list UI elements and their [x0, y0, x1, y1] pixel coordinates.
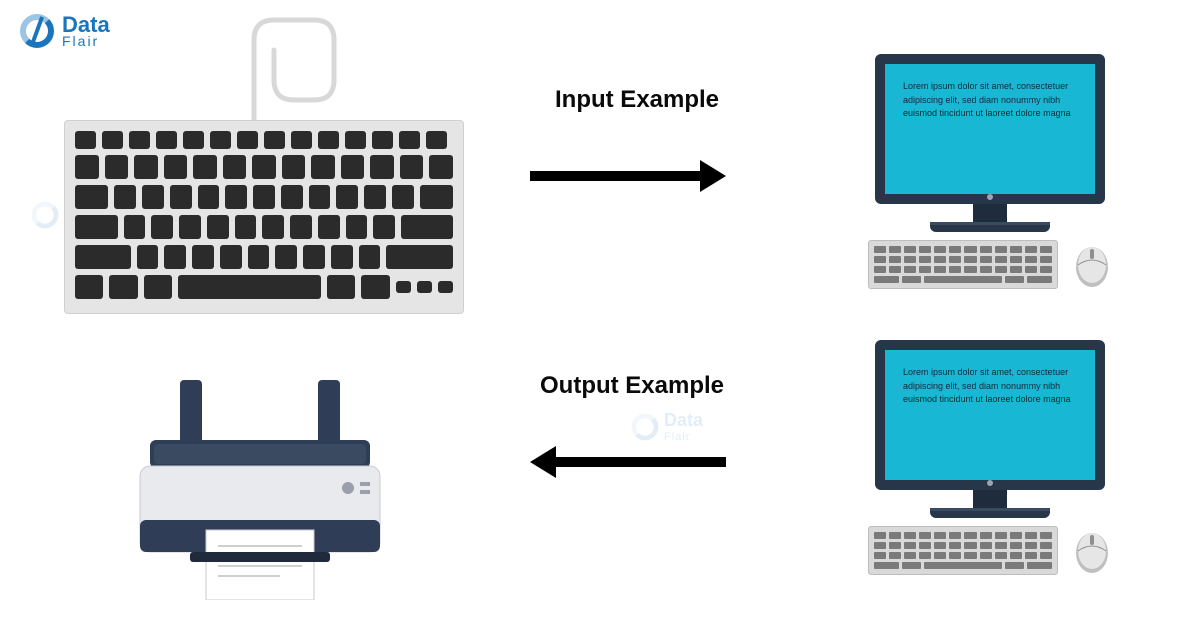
printer-icon — [110, 370, 410, 605]
keyboard-large-icon — [64, 120, 464, 314]
screen-text: Lorem ipsum dolor sit amet, consectetuer… — [885, 64, 1095, 194]
keyboard-cable-icon — [244, 10, 364, 125]
output-example-label: Output Example — [540, 372, 724, 400]
mouse-icon — [1072, 527, 1112, 575]
arrow-left-icon — [530, 446, 726, 478]
brand-logo: Data Flair — [18, 12, 110, 50]
monitor-icon: Lorem ipsum dolor sit amet, consectetuer… — [875, 340, 1105, 518]
brand-logo-text: Data Flair — [62, 14, 110, 48]
mini-keyboard-icon — [868, 240, 1058, 289]
mini-keyboard-icon — [868, 526, 1058, 575]
watermark-icon: DataFlair — [630, 410, 703, 443]
input-example-label: Input Example — [555, 86, 719, 114]
screen-text: Lorem ipsum dolor sit amet, consectetuer… — [885, 350, 1095, 480]
mouse-icon — [1072, 241, 1112, 289]
computer-top-icon: Lorem ipsum dolor sit amet, consectetuer… — [840, 54, 1140, 289]
arrow-right-icon — [530, 160, 726, 192]
monitor-icon: Lorem ipsum dolor sit amet, consectetuer… — [875, 54, 1105, 232]
brand-logo-icon — [18, 12, 56, 50]
computer-bottom-icon: Lorem ipsum dolor sit amet, consectetuer… — [840, 340, 1140, 575]
